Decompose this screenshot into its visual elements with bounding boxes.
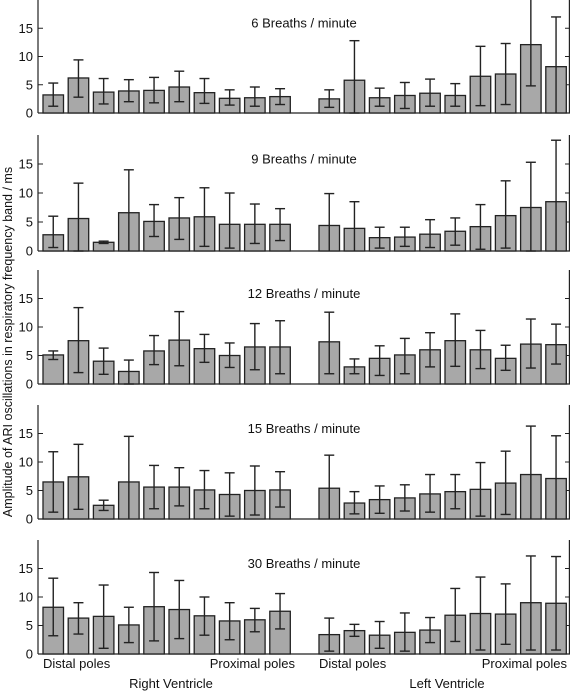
y-tick-label: 15 — [19, 157, 33, 172]
panel-title: 12 Breaths / minute — [248, 286, 361, 301]
y-tick-label: 10 — [19, 455, 33, 470]
y-tick-label: 10 — [19, 186, 33, 201]
panel-title: 6 Breaths / minute — [251, 16, 357, 31]
y-tick-label: 0 — [26, 244, 33, 259]
y-tick-label: 5 — [26, 215, 33, 230]
group-label-right: Right Ventricle — [129, 676, 213, 691]
y-tick-label: 15 — [19, 21, 33, 36]
panel-title: 15 Breaths / minute — [248, 421, 361, 436]
left-distal-label: Distal poles — [319, 656, 387, 671]
y-tick-label: 10 — [19, 49, 33, 64]
panel-3: 0 5 10 15 12 Breaths / minute — [19, 270, 570, 392]
y-tick-label: 5 — [26, 348, 33, 363]
y-tick-label: 0 — [26, 377, 33, 392]
panel-4: 0 5 10 15 15 Breaths / minute — [19, 405, 570, 527]
y-tick-label: 10 — [19, 320, 33, 335]
y-tick-label: 5 — [26, 483, 33, 498]
y-axis-label: Amplitude of ARI oscillations in respira… — [1, 167, 15, 517]
y-tick-label: 0 — [26, 106, 33, 121]
y-tick-label: 15 — [19, 426, 33, 441]
panel-1: 0 5 10 15 6 Breaths / minute — [19, 0, 570, 121]
chart-panels: 0 5 10 15 6 Breaths / minute 0 5 10 15 9 Breaths … — [19, 0, 570, 662]
left-proximal-label: Proximal poles — [482, 656, 568, 671]
y-tick-label: 0 — [26, 512, 33, 527]
panel-5: 0 5 10 15 30 Breaths / minute — [19, 540, 570, 662]
y-tick-label: 5 — [26, 618, 33, 633]
y-tick-label: 15 — [19, 561, 33, 576]
y-tick-label: 10 — [19, 590, 33, 605]
panel-title: 30 Breaths / minute — [248, 556, 361, 571]
group-label-left: Left Ventricle — [409, 676, 484, 691]
y-tick-label: 5 — [26, 77, 33, 92]
y-tick-label: 0 — [26, 647, 33, 662]
right-proximal-label: Proximal poles — [210, 656, 296, 671]
y-tick-label: 15 — [19, 291, 33, 306]
right-distal-label: Distal poles — [43, 656, 111, 671]
panel-2: 0 5 10 15 9 Breaths / minute — [19, 135, 570, 259]
panel-title: 9 Breaths / minute — [251, 151, 357, 166]
